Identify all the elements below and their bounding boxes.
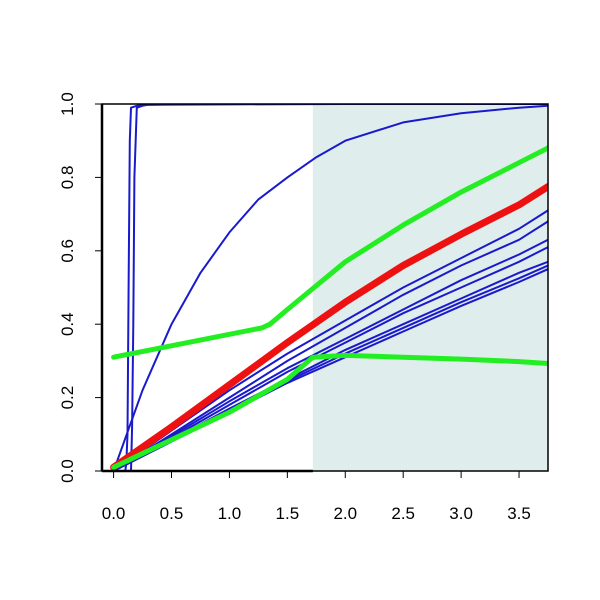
series-line-blue-3 [124, 104, 548, 471]
y-tick-label: 0.6 [58, 239, 77, 263]
x-tick-label: 2.5 [391, 504, 415, 523]
series-line-blue-1 [112, 104, 548, 471]
shaded-region-layer [312, 104, 548, 471]
y-tick-label: 0.8 [58, 166, 77, 190]
series-line-green-12 [111, 145, 548, 360]
y-tick-label: 1.0 [58, 92, 77, 116]
y-tick-label: 0.4 [58, 312, 77, 336]
x-tick-label: 0.5 [160, 504, 184, 523]
series-layer [110, 104, 548, 471]
y-tick-label: 0.0 [58, 459, 77, 483]
y-tick-label: 0.2 [58, 386, 77, 410]
series-line-blue-6 [112, 238, 548, 471]
series-line-blue-5 [112, 220, 548, 471]
series-line-green-13 [111, 352, 548, 470]
x-tick-label: 3.0 [449, 504, 473, 523]
series-line-blue-7 [112, 246, 548, 471]
x-tick-label: 1.5 [276, 504, 300, 523]
series-line-red-11 [110, 183, 548, 471]
x-tick-label: 3.5 [507, 504, 531, 523]
x-tick-label: 0.0 [102, 504, 126, 523]
axes-layer: 0.0 0.5 1.0 1.5 2.0 2.5 3.0 3.5 0.0 0.2 0.4 0.6 0.8 1… [58, 92, 549, 523]
series-line-blue-2 [112, 104, 548, 471]
x-tick-label: 2.0 [333, 504, 357, 523]
shaded-region [312, 104, 548, 471]
x-tick-label: 1.0 [218, 504, 242, 523]
